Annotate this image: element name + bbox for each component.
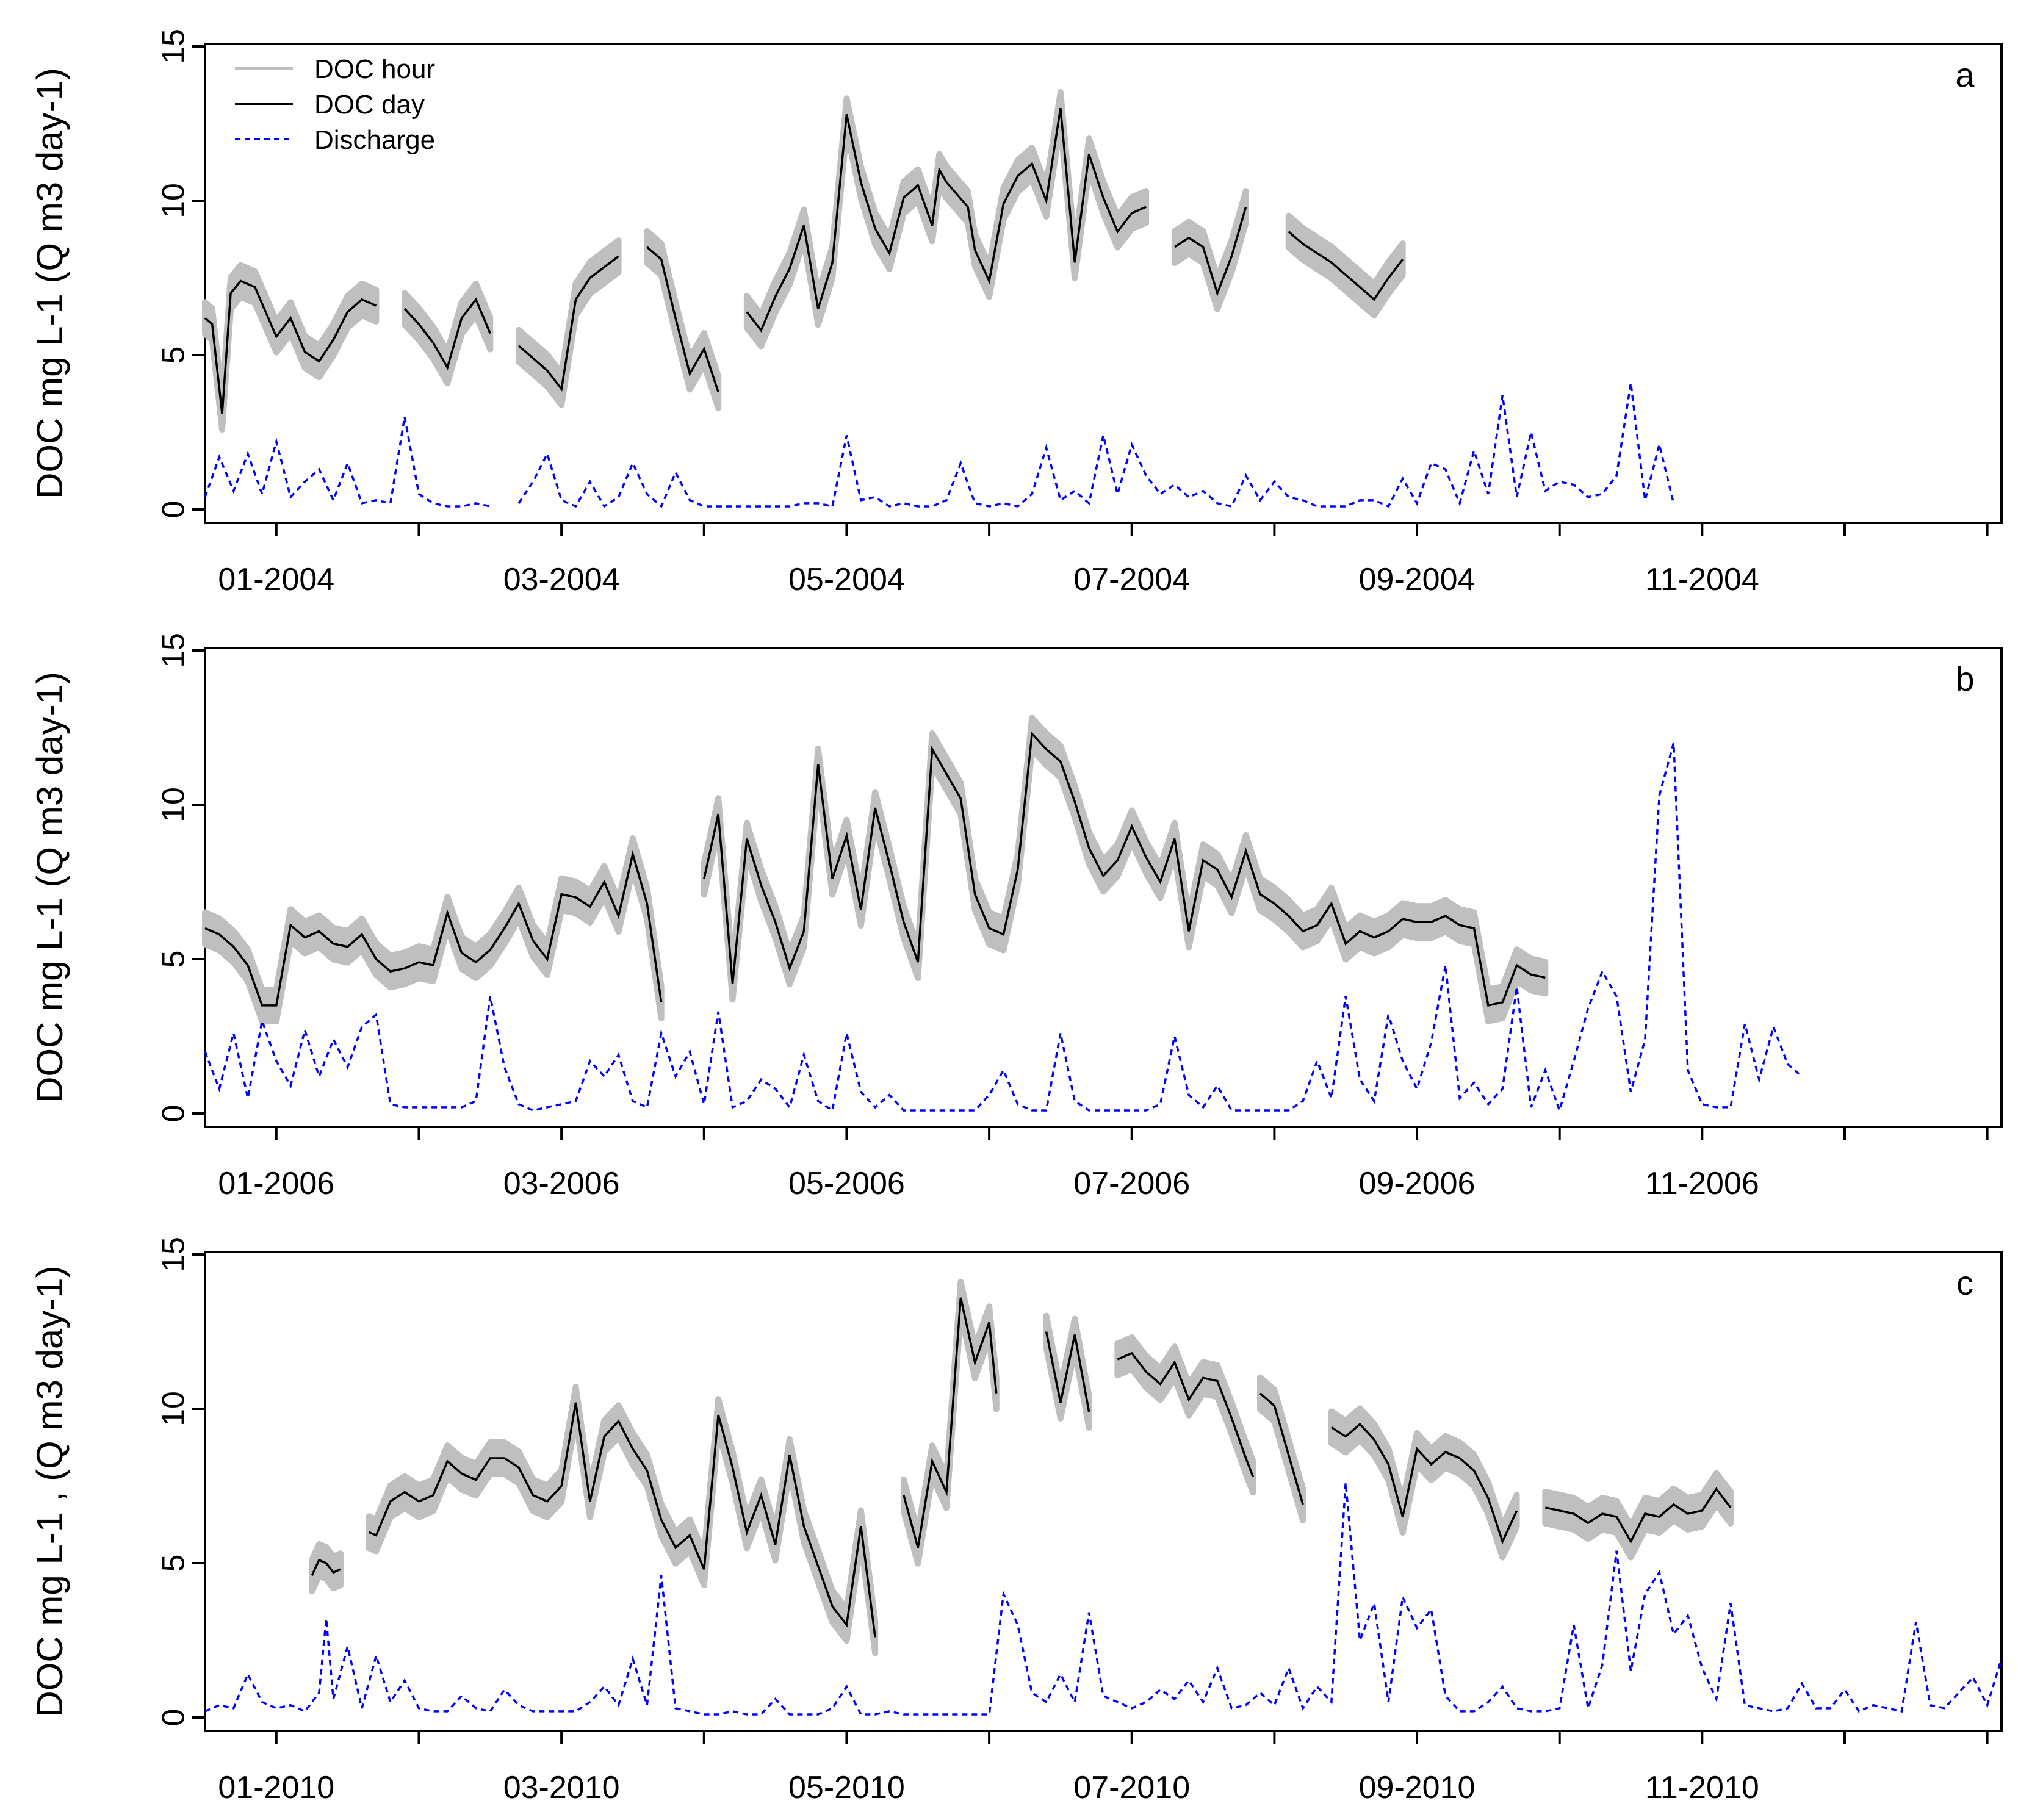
x-tick-label: 03-2004: [503, 562, 620, 597]
doc-day-line: [1288, 231, 1404, 301]
plot-frame: [204, 43, 2003, 524]
y-tick-label: 15: [156, 1237, 192, 1272]
y-tick-label: 10: [156, 1391, 192, 1426]
y-tick-label: 15: [156, 29, 192, 64]
doc-hour-band: [701, 714, 1549, 1024]
discharge-line: [204, 416, 491, 508]
x-tick-label: 11-2004: [1645, 562, 1759, 597]
plot-frame: [204, 647, 2003, 1128]
x-tick-label: 05-2004: [788, 562, 905, 597]
doc-hour-band: [1171, 188, 1249, 312]
legend-label: DOC hour: [314, 54, 435, 84]
x-tick-label: 01-2004: [218, 562, 334, 597]
y-tick-label: 15: [156, 633, 192, 668]
doc-hour-band: [743, 89, 1150, 350]
x-tick-label: 09-2006: [1359, 1166, 1476, 1201]
discharge-line: [204, 1483, 2003, 1716]
x-tick-label: 09-2004: [1359, 562, 1476, 597]
panel-letter: a: [1955, 56, 1975, 94]
doc-day-line: [1173, 206, 1247, 297]
doc-day-line: [369, 1402, 876, 1638]
doc-hour-band: [202, 262, 380, 433]
doc-hour-band: [202, 835, 665, 1024]
doc-hour-band: [900, 1278, 1000, 1567]
doc-hour-band: [516, 237, 622, 408]
x-tick-label: 03-2006: [503, 1166, 620, 1201]
doc-day-line: [311, 1558, 341, 1576]
doc-day-line: [204, 279, 377, 414]
doc-hour-band: [366, 1383, 879, 1656]
doc-hour-band: [1328, 1405, 1520, 1561]
doc-day-line: [903, 1297, 998, 1548]
plot-frame: [204, 1251, 2003, 1732]
doc-hour-band: [309, 1541, 344, 1595]
y-tick-label: 5: [156, 1555, 192, 1572]
y-axis-label: DOC mg L-1 , (Q m3 day-1): [29, 1265, 70, 1717]
x-tick-label: 11-2006: [1645, 1166, 1759, 1201]
doc-day-line: [646, 246, 719, 393]
doc-hour-band: [1285, 212, 1406, 318]
discharge-line: [517, 383, 1675, 508]
doc-hour-band: [1542, 1470, 1734, 1561]
panel-b: 0 5 10 15 DOC mg L-1 (Q m3 day-1) 01-2006 03-2…: [29, 633, 2003, 1201]
doc-day-line: [1045, 1331, 1090, 1412]
panel-letter: b: [1955, 660, 1974, 698]
x-tick-label: 07-2010: [1073, 1770, 1190, 1805]
x-tick-label: 07-2006: [1073, 1166, 1190, 1201]
doc-day-line: [403, 297, 491, 370]
doc-day-line: [1259, 1392, 1304, 1505]
legend-label: Discharge: [314, 125, 435, 155]
x-tick-label: 01-2010: [218, 1770, 334, 1805]
y-tick-label: 10: [156, 183, 192, 218]
y-tick-label: 10: [156, 787, 192, 822]
doc-day-line: [746, 107, 1147, 333]
y-tick-label: 5: [156, 951, 192, 968]
x-tick-label: 05-2010: [788, 1770, 905, 1805]
panel-c: 0 5 10 15 DOC mg L-1 , (Q m3 day-1) 01-2010 03…: [29, 1237, 2003, 1805]
x-tick-label: 11-2010: [1645, 1770, 1759, 1805]
legend: DOC hour DOC day Discharge: [235, 54, 435, 155]
doc-day-line: [1117, 1351, 1254, 1477]
y-tick-label: 0: [156, 501, 192, 519]
doc-day-line: [204, 849, 663, 1007]
y-axis-label: DOC mg L-1 (Q m3 day-1): [29, 68, 70, 499]
panel-a: 0 5 10 15 DOC mg L-1 (Q m3 day-1) 01-2004 03-2…: [29, 29, 2003, 597]
x-tick-label: 05-2006: [788, 1166, 905, 1201]
doc-day-line: [1330, 1422, 1518, 1545]
x-tick-label: 09-2010: [1359, 1770, 1476, 1805]
x-tick-label: 07-2004: [1073, 562, 1190, 597]
doc-day-line: [703, 731, 1546, 1007]
panel-letter: c: [1956, 1264, 1973, 1302]
x-tick-label: 03-2010: [503, 1770, 620, 1805]
doc-day-line: [517, 255, 619, 392]
doc-day-line: [1544, 1487, 1732, 1544]
y-tick-label: 5: [156, 347, 192, 364]
discharge-line: [204, 743, 1803, 1114]
y-tick-label: 0: [156, 1709, 192, 1727]
y-axis-label: DOC mg L-1 (Q m3 day-1): [29, 672, 70, 1103]
x-tick-label: 01-2006: [218, 1166, 334, 1201]
doc-hour-band: [1257, 1374, 1306, 1523]
legend-label: DOC day: [314, 90, 425, 120]
y-tick-label: 0: [156, 1105, 192, 1123]
